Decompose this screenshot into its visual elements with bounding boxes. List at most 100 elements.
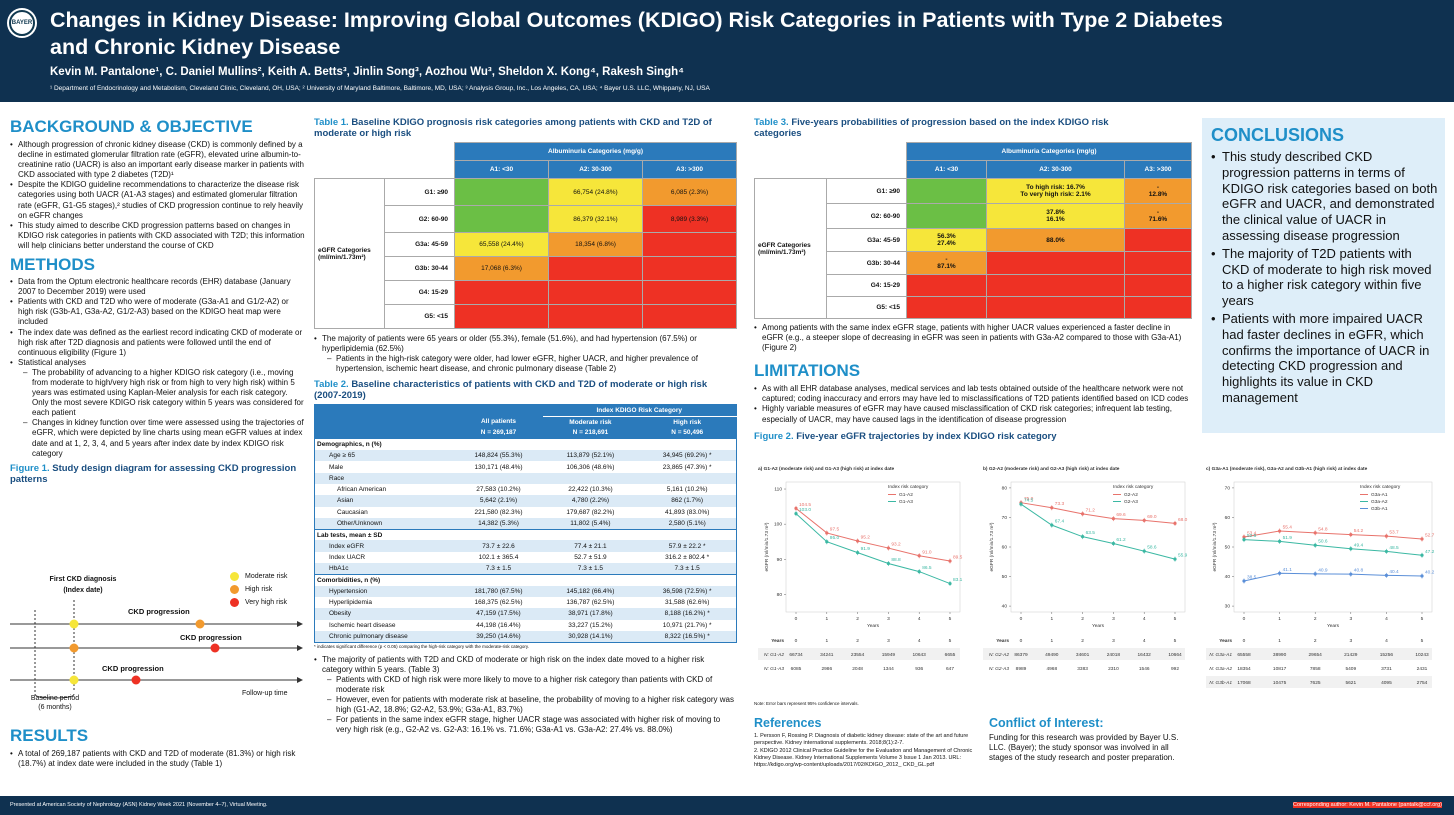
data-label: 49.4 [1354,542,1364,548]
x-tick-label: 5 [949,616,952,622]
table-cell: 23,865 (47.3%) * [662,463,712,471]
index-category-header: Index KDIGO Risk Category [542,404,737,417]
data-label: 52.5 [1247,533,1257,539]
results-section: RESULTS A total of 269,187 patients with… [10,726,305,769]
list-item: The majority of patients with T2D and CK… [314,655,737,736]
table-cell: 36,598 (72.5%) * [638,585,737,597]
list-item: Patients with CKD and T2D who were of mo… [10,297,305,327]
y-tick-label: 110 [774,487,782,493]
table-cell: 6,085 (2.3%) [642,178,737,206]
table-row: Chronic pulmonary disease 39,250 (14.6%) 3… [314,630,737,643]
data-point [917,569,921,574]
progression-label: CKD progression [102,664,164,673]
albuminuria-header: Albuminuria Categories (mg/g) [906,142,1192,161]
arrow-icon [297,677,303,683]
data-point [794,506,798,510]
data-point [1420,537,1424,541]
at-risk-year: 2 [856,638,859,644]
at-risk-year: 5 [1421,638,1424,644]
table2-caption: Table 2. Baseline characteristics of pat… [314,379,708,402]
at-risk-value: 38990 [1273,652,1287,658]
chart-panel-c: c) G3a-A1 (moderate risk), G3a-A2 and G3… [1202,462,1446,712]
row-label: G5: <15 [826,296,907,319]
data-label: 103.0 [799,507,811,513]
table-cell: 181,780 (67.5%) [454,585,543,597]
chart-svg: c) G3a-A1 (moderate risk), G3a-A2 and G3… [1206,466,1435,688]
data-point [856,539,860,543]
data-point [1142,549,1146,553]
data-point [1384,549,1388,554]
list-item: A total of 269,187 patients with CKD and… [10,749,305,769]
at-risk-row [758,648,960,660]
list-item: Among patients with the same index eGFR … [754,323,1192,353]
data-label: 69.6 [1116,512,1126,518]
data-label: 40.8 [1354,568,1364,574]
cell-line: 12.8% [1148,191,1168,198]
coi-section: Conflict of Interest: Funding for this r… [989,716,1194,763]
table-cell: 27,583 (10.2%) [476,486,521,494]
data-point [886,546,890,550]
table-row: Age ≥ 65 148,824 (55.3%) 113,879 (52.1%) 34… [314,450,737,462]
data-label: 89.5 [953,555,963,561]
results-heading: RESULTS [10,726,89,745]
data-point [1111,541,1115,546]
x-tick-label: 1 [825,616,828,622]
at-risk-value: 7625 [1310,680,1321,686]
col-header: A2: 30-300 [548,160,643,179]
data-point [1111,517,1115,521]
table-cell: 7.3 ± 1.5 [454,563,543,575]
series-line-G1-A3 [795,513,951,585]
legend-entry: G3a-A1 [1371,492,1388,498]
list-item: The majority of T2D patients with CKD of… [1209,246,1439,309]
row-label: Other/Unknown [314,517,455,530]
table-cell: -12.8% [1124,178,1192,204]
table-cell: 8,989 (3.3%) [642,205,737,233]
high-risk-dot [69,643,79,653]
row-label: Age ≥ 65 [314,450,455,462]
chart-title: b) G2-A2 (moderate risk) and G2-A3 (high… [983,466,1120,472]
at-risk-value: 5409 [1345,666,1356,672]
moderate-risk-dot [230,572,239,581]
table3-notes: Among patients with the same index eGFR … [754,323,1192,353]
baseline-brace [34,693,75,699]
at-risk-value: 10243 [1415,652,1429,658]
row-label: Asian [314,495,455,507]
section-title: Comorbidities, n (%) [314,573,737,586]
table-cell: 88.0% [986,228,1125,252]
at-risk-value: 8989 [1016,666,1027,672]
plot-area [1010,481,1186,613]
table-cell: -71.6% [1124,203,1192,229]
table-cell: 37.8% 16.1% [986,203,1125,229]
figure2-note: Note: Error bars represent 95% confidenc… [754,701,859,706]
at-risk-header: Years [1219,638,1232,644]
at-risk-value: 4968 [1046,666,1057,672]
row-label: Race [314,472,455,484]
baseline-label: Baseline period [30,695,80,702]
progression-findings: The majority of patients with T2D and CK… [314,655,737,736]
table-cell: 113,879 (52.1%) [542,450,639,462]
at-risk-value: 2754 [1417,680,1428,686]
at-risk-year: 2 [1314,638,1317,644]
data-label: 95.0 [830,535,840,541]
at-risk-value: 647 [946,666,954,672]
table-cell: 33,227 (15.2%) [568,621,613,629]
series-line-G2-A2 [1020,502,1176,524]
limitations-list: As with all EHR database analyses, medic… [754,384,1192,424]
column-middle: Table 1. Baseline KDIGO prognosis risk c… [314,117,737,735]
table-cell: 41,893 (83.0%) [664,508,710,516]
chart-svg: a) G1-A2 (moderate risk) and G1-A3 (high… [758,466,963,674]
data-point [948,581,952,586]
at-risk-value: 992 [1171,666,1179,672]
table-cell [454,472,543,484]
cell-line: To high risk: 16.7% [1026,184,1085,191]
at-risk-value: 10664 [1168,652,1182,658]
row-label: Hyperlipidemia [329,599,372,607]
table-cell: 65,558 (24.4%) [454,232,549,257]
data-point [1349,572,1353,576]
authors: Kevin M. Pantalone¹, C. Daniel Mullins²,… [50,66,684,78]
data-point [856,551,860,555]
data-label: 53.7 [1389,530,1399,536]
x-tick-label: 2 [1081,616,1084,622]
x-tick-label: 0 [795,616,798,622]
list-item: Patients with more impaired UACR had fas… [1209,311,1439,406]
